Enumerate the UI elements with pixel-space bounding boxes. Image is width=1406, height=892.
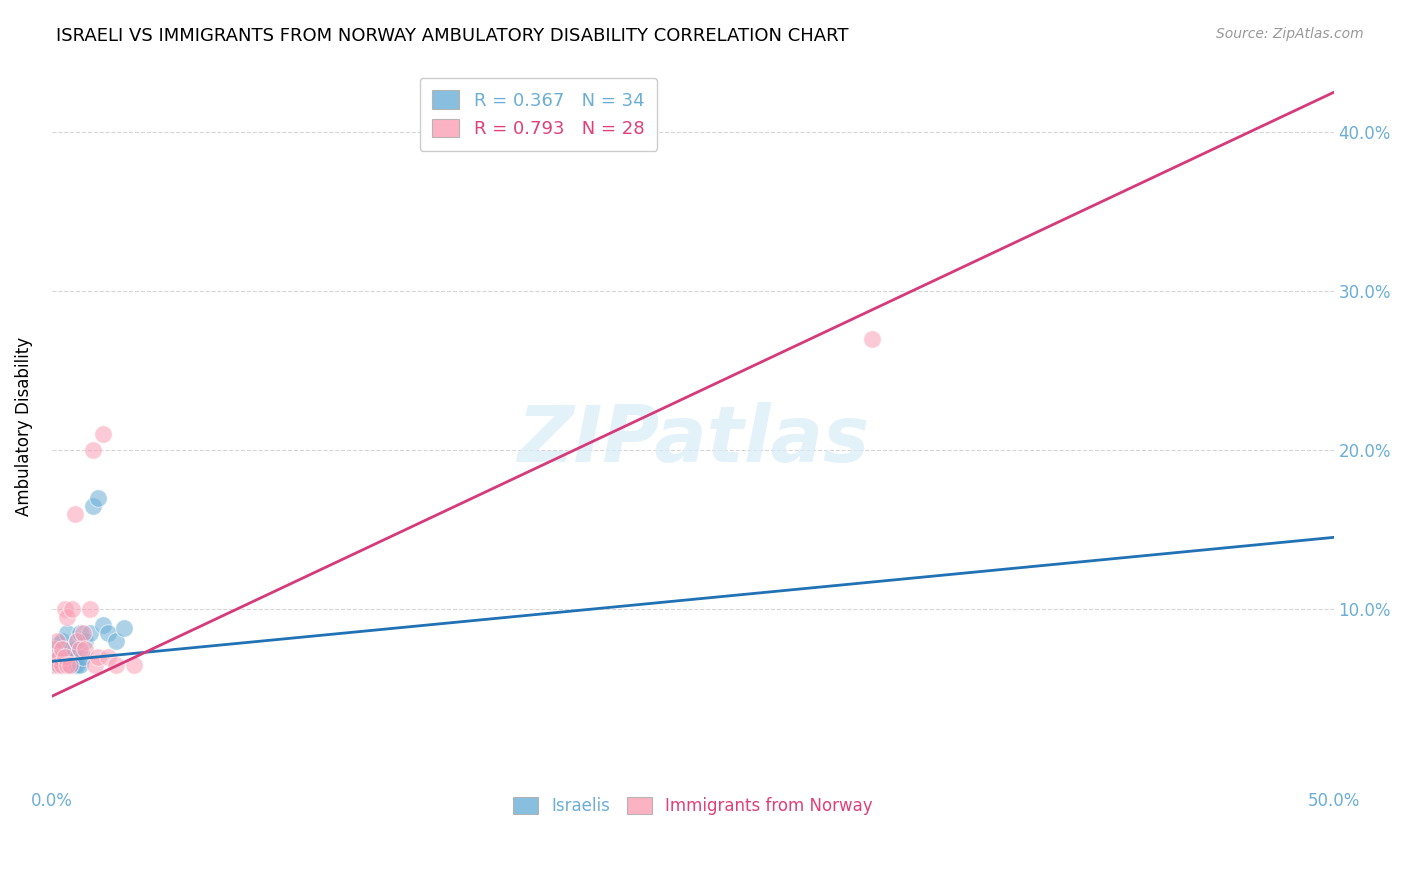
- Point: [51, 649, 73, 664]
- Point: [44, 653, 66, 667]
- Point: [60, 649, 83, 664]
- Point: [69, 625, 91, 640]
- Point: [45, 653, 67, 667]
- Point: [48, 649, 70, 664]
- Text: Source: ZipAtlas.com: Source: ZipAtlas.com: [1216, 27, 1364, 41]
- Point: [72, 625, 94, 640]
- Point: [60, 602, 83, 616]
- Point: [51, 633, 73, 648]
- Point: [82, 499, 104, 513]
- Point: [45, 633, 67, 648]
- Point: [75, 633, 97, 648]
- Point: [69, 641, 91, 656]
- Point: [84, 657, 107, 672]
- Point: [72, 649, 94, 664]
- Point: [87, 649, 110, 664]
- Point: [51, 641, 73, 656]
- Point: [48, 657, 70, 672]
- Point: [104, 633, 127, 648]
- Point: [860, 332, 883, 346]
- Point: [97, 625, 120, 640]
- Point: [53, 602, 76, 616]
- Point: [79, 625, 101, 640]
- Point: [104, 657, 127, 672]
- Point: [69, 657, 91, 672]
- Point: [45, 649, 67, 664]
- Point: [63, 657, 86, 672]
- Point: [56, 610, 79, 624]
- Point: [63, 641, 86, 656]
- Point: [66, 657, 89, 672]
- Point: [53, 653, 76, 667]
- Text: ZIPatlas: ZIPatlas: [516, 402, 869, 478]
- Point: [56, 649, 79, 664]
- Point: [56, 657, 79, 672]
- Point: [48, 647, 70, 661]
- Point: [112, 621, 135, 635]
- Y-axis label: Ambulatory Disability: Ambulatory Disability: [15, 336, 32, 516]
- Point: [66, 633, 89, 648]
- Point: [59, 641, 82, 656]
- Legend: Israelis, Immigrants from Norway: Israelis, Immigrants from Norway: [503, 788, 883, 825]
- Point: [91, 617, 114, 632]
- Point: [59, 653, 82, 667]
- Point: [66, 633, 89, 648]
- Point: [60, 657, 83, 672]
- Point: [44, 657, 66, 672]
- Point: [91, 427, 114, 442]
- Point: [97, 649, 120, 664]
- Point: [63, 507, 86, 521]
- Point: [82, 442, 104, 457]
- Point: [44, 641, 66, 656]
- Point: [56, 657, 79, 672]
- Point: [53, 641, 76, 656]
- Point: [56, 625, 79, 640]
- Text: ISRAELI VS IMMIGRANTS FROM NORWAY AMBULATORY DISABILITY CORRELATION CHART: ISRAELI VS IMMIGRANTS FROM NORWAY AMBULA…: [56, 27, 849, 45]
- Point: [53, 649, 76, 664]
- Point: [51, 657, 73, 672]
- Point: [79, 602, 101, 616]
- Point: [87, 491, 110, 505]
- Point: [44, 641, 66, 656]
- Point: [48, 657, 70, 672]
- Point: [122, 657, 145, 672]
- Point: [75, 641, 97, 656]
- Point: [48, 637, 70, 651]
- Point: [59, 657, 82, 672]
- Point: [53, 657, 76, 672]
- Point: [45, 657, 67, 672]
